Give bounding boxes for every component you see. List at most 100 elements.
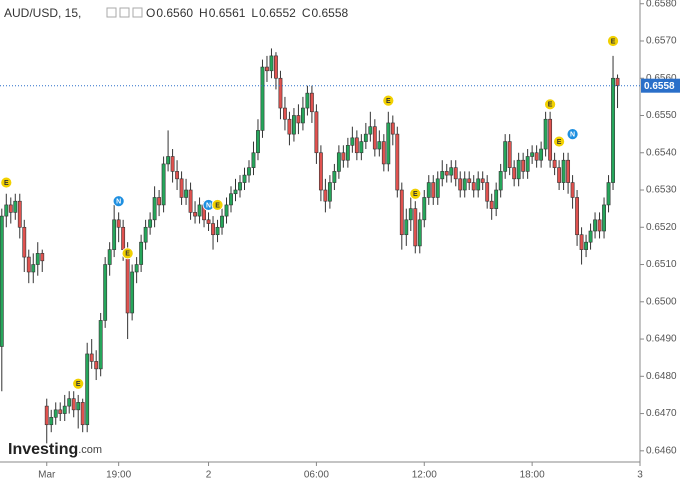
candle-body: [363, 133, 368, 142]
candle: [372, 119, 377, 157]
candle: [193, 201, 197, 224]
candle-body: [453, 167, 458, 180]
candle-body: [179, 178, 184, 198]
candle-body: [166, 156, 171, 165]
candle: [413, 201, 418, 254]
candle: [345, 137, 350, 168]
candle: [521, 152, 526, 179]
candle-body: [372, 126, 377, 150]
candle: [157, 190, 162, 217]
candle: [314, 104, 319, 164]
candle-body: [247, 167, 251, 176]
candle: [260, 59, 265, 138]
candle-body: [260, 66, 265, 131]
symbol: AUD/USD, 15,: [4, 6, 81, 20]
candle: [242, 167, 247, 191]
candle: [584, 234, 588, 258]
candle-body: [4, 204, 9, 217]
candle-body: [386, 122, 391, 165]
candle: [107, 242, 112, 276]
candle-body: [229, 193, 233, 206]
candle-body: [283, 107, 287, 120]
candle: [602, 197, 606, 239]
candle: [444, 163, 449, 183]
candle-body: [94, 361, 99, 370]
candle-body: [112, 219, 117, 250]
y-tick-label: 0.6550: [646, 110, 677, 121]
quote-value: 0.6552: [259, 6, 296, 20]
event-label: N: [116, 199, 121, 206]
candle-body: [85, 353, 90, 426]
candle: [139, 234, 144, 272]
candle: [166, 130, 171, 172]
candle: [247, 160, 251, 183]
candle-body: [332, 171, 337, 183]
event-marker[interactable]: E: [553, 135, 566, 148]
candle-body: [89, 353, 94, 362]
quote-value: 0.6558: [311, 6, 348, 20]
candle: [485, 175, 490, 209]
candle: [197, 197, 202, 224]
quote-key: L: [251, 6, 258, 20]
candle: [161, 156, 166, 213]
event-marker[interactable]: E: [409, 187, 422, 200]
event-marker[interactable]: N: [112, 195, 125, 208]
candle-body: [76, 402, 81, 411]
event-marker[interactable]: E: [382, 94, 395, 107]
y-tick-label: 0.6540: [646, 147, 677, 158]
candle-body: [368, 126, 373, 135]
candle: [4, 193, 9, 228]
event-marker[interactable]: E: [607, 35, 619, 47]
candle-body: [381, 141, 386, 165]
candle: [377, 130, 382, 157]
candle-body: [588, 230, 593, 243]
candle-body: [323, 189, 328, 202]
event-marker[interactable]: E: [0, 176, 13, 189]
x-tick-label: 18:00: [520, 470, 545, 481]
event-label: N: [570, 131, 575, 138]
candle-body: [116, 219, 121, 228]
icon[interactable]: [106, 7, 117, 18]
event-circle: [112, 195, 125, 208]
candle: [67, 391, 72, 414]
candle-body: [426, 182, 431, 198]
candle: [130, 264, 135, 321]
event-marker[interactable]: E: [72, 377, 85, 390]
candle-body: [107, 249, 112, 265]
candle: [179, 171, 184, 205]
candle: [368, 111, 373, 142]
candle: [13, 193, 18, 220]
candle: [498, 163, 503, 198]
icon[interactable]: [119, 7, 130, 18]
candle: [336, 145, 341, 179]
candle-body: [557, 167, 562, 183]
header: AUD/USD, 15,: [4, 6, 143, 20]
candle: [188, 182, 193, 220]
candle: [278, 70, 283, 120]
candle-body: [287, 118, 292, 135]
candle-body: [220, 215, 224, 228]
event-marker[interactable]: E: [121, 247, 134, 260]
candle: [525, 149, 530, 179]
candle-body: [314, 111, 319, 154]
candle: [363, 122, 368, 150]
candle: [476, 171, 481, 198]
event-marker[interactable]: E: [211, 199, 224, 211]
event-marker[interactable]: E: [544, 98, 557, 111]
candle-body: [606, 182, 611, 206]
event-marker[interactable]: N: [566, 128, 579, 141]
candle: [296, 104, 301, 135]
candle-body: [566, 159, 571, 183]
candle: [215, 219, 220, 243]
candle-body: [274, 55, 278, 79]
candle: [557, 160, 562, 191]
candle-body: [395, 133, 400, 191]
candle: [211, 216, 215, 250]
candle: [386, 111, 391, 172]
x-tick-label: 06:00: [304, 470, 329, 481]
candle-body: [440, 171, 445, 180]
icon[interactable]: [132, 7, 143, 18]
candle-body: [188, 189, 193, 213]
candle-body: [444, 171, 449, 176]
candle: [26, 249, 31, 284]
